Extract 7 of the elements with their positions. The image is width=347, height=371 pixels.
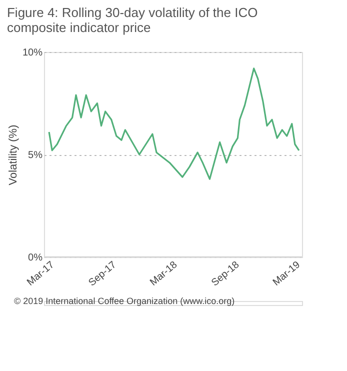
text: © 2019 International Coffee Organization (www.ico.org) [14, 296, 235, 306]
y-tick-label: 0% [28, 252, 43, 264]
y-tick-label: 5% [28, 150, 43, 161]
y-tick-label: 10% [22, 48, 43, 58]
chart-title: Figure 4: Rolling 30-day volatility of the ICO composite indicator price [6, 5, 258, 35]
line-series [48, 68, 300, 180]
y-axis-title: Volatility (%) [7, 124, 20, 186]
